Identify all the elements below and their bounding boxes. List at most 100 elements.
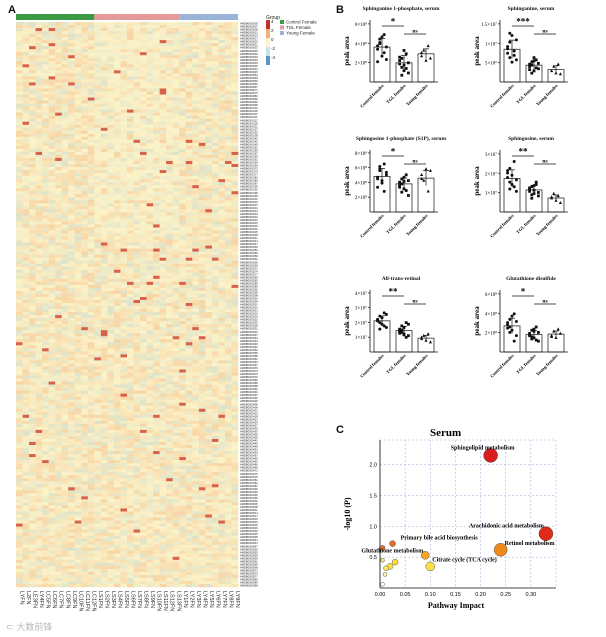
heatmap-cell (172, 236, 180, 240)
heatmap-cell (94, 209, 102, 213)
heatmap-cell (22, 293, 30, 298)
heatmap-cell (224, 136, 232, 141)
row-label: HMDB0000301 (240, 297, 258, 301)
heatmap-cell (133, 381, 141, 385)
heatmap-cell (81, 194, 89, 198)
heatmap-cell (211, 67, 219, 71)
heatmap-cell (48, 330, 56, 334)
heatmap-cell (172, 37, 180, 41)
heatmap-cell (172, 100, 180, 104)
heatmap-cell (48, 372, 56, 376)
heatmap-cell (198, 420, 206, 425)
heatmap-cell (192, 245, 200, 249)
heatmap-cell (133, 28, 141, 32)
heatmap-cell (185, 245, 193, 249)
heatmap-cell (35, 281, 43, 286)
heatmap-cell (224, 58, 232, 62)
heatmap-cell (29, 281, 36, 286)
heatmap-cell (87, 248, 95, 252)
row-label: HMDB0000373 (240, 369, 258, 373)
heatmap-cell (74, 139, 82, 144)
heatmap-cell (107, 157, 115, 162)
heatmap-cell (198, 266, 206, 271)
heatmap-cell (55, 37, 63, 41)
heatmap-cell (87, 381, 95, 385)
heatmap-cell (107, 22, 115, 26)
heatmap-cell (113, 435, 121, 440)
heatmap-cell (172, 275, 180, 280)
heatmap-cell (159, 209, 167, 213)
heatmap-cell (74, 154, 82, 159)
heatmap-cell (87, 203, 95, 207)
heatmap-cell (16, 25, 23, 29)
heatmap-cell (42, 242, 49, 246)
heatmap-cell (68, 408, 76, 413)
heatmap-cell (127, 408, 134, 413)
heatmap-cell (68, 435, 76, 440)
heatmap-cell (185, 170, 193, 174)
heatmap-cell (55, 354, 63, 358)
heatmap-cell (205, 70, 213, 74)
heatmap-cell (231, 191, 239, 195)
heatmap-cell (68, 103, 76, 107)
heatmap-cell (48, 67, 56, 71)
heatmap-cell (127, 309, 134, 313)
heatmap-cell (100, 224, 108, 228)
heatmap-cell (81, 302, 89, 307)
heatmap-cell (185, 55, 193, 59)
row-label: HMDB0000118 (240, 121, 258, 125)
heatmap-cell (211, 209, 219, 213)
heatmap-cell (22, 182, 30, 186)
heatmap-cell (61, 324, 69, 328)
heatmap-cell (68, 49, 76, 53)
heatmap-cell (172, 124, 180, 129)
heatmap-cell (224, 387, 232, 391)
heatmap-cell (231, 115, 239, 119)
heatmap-cell (211, 239, 219, 243)
heatmap-cell (218, 139, 226, 144)
heatmap-cell (140, 170, 147, 174)
row-label: HMDB0000216 (240, 212, 258, 216)
heatmap-cell (113, 73, 121, 77)
heatmap-cell (198, 167, 206, 171)
heatmap-cell (127, 100, 134, 104)
heatmap-cell (198, 306, 206, 310)
heatmap-cell (68, 396, 76, 400)
heatmap-cell (55, 200, 63, 204)
heatmap-cell (22, 272, 30, 277)
heatmap-cell (29, 426, 36, 431)
heatmap-cell (127, 345, 134, 349)
heatmap-cell (16, 299, 23, 304)
heatmap-cell (140, 239, 147, 243)
heatmap-cell (113, 221, 121, 225)
heatmap-cell (218, 408, 226, 413)
heatmap-cell (140, 100, 147, 104)
heatmap-cell (29, 257, 36, 261)
heatmap-cell (100, 432, 108, 437)
heatmap-cell (205, 405, 213, 410)
heatmap-cell (16, 451, 23, 455)
heatmap-cell (48, 315, 56, 319)
heatmap-cell (107, 64, 115, 68)
heatmap-cell (29, 369, 36, 373)
heatmap-cell (35, 390, 43, 394)
heatmap-cell (172, 233, 180, 237)
row-label: HMDB0000409 (240, 405, 258, 409)
heatmap-cell (205, 369, 213, 373)
heatmap-cell (61, 342, 69, 346)
heatmap-cell (42, 94, 49, 98)
heatmap-cell (198, 348, 206, 352)
heatmap-cell (192, 266, 200, 271)
heatmap-cell (224, 390, 232, 394)
heatmap-cell (185, 384, 193, 388)
heatmap-cell (172, 363, 180, 367)
heatmap-cell (16, 263, 23, 268)
heatmap-cell (48, 435, 56, 440)
heatmap-cell (100, 284, 108, 289)
heatmap-cell (231, 275, 239, 280)
heatmap-cell (120, 281, 128, 286)
heatmap-cell (68, 312, 76, 316)
group-bar (94, 14, 180, 20)
heatmap-cell (120, 182, 128, 186)
heatmap-cell (146, 402, 154, 407)
